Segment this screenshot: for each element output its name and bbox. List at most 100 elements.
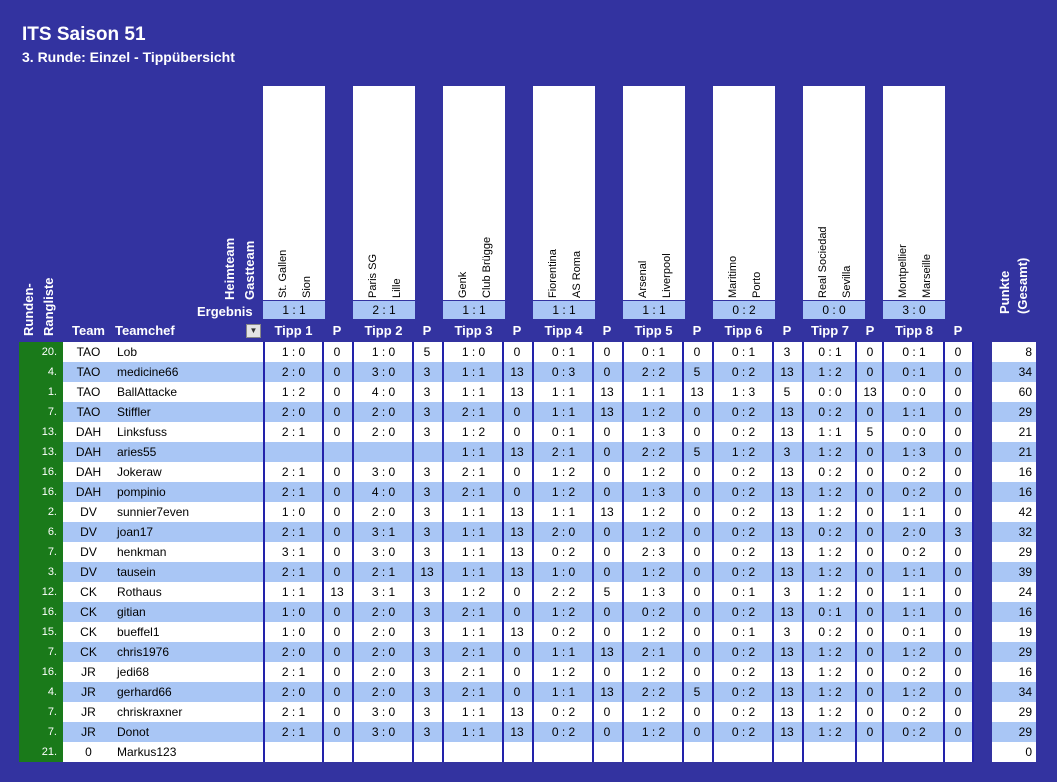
- total-cell-bg: [992, 442, 1036, 462]
- points-cell: 5: [693, 365, 701, 379]
- away-team-3: Club Brügge: [481, 236, 493, 298]
- tipp-cell: 1 : 1: [461, 385, 486, 399]
- points-cell: 0: [333, 385, 341, 399]
- points-cell: 5: [866, 425, 874, 439]
- points-cell: 0: [866, 565, 874, 579]
- points-cell: 0: [513, 685, 521, 699]
- points-cell: 13: [780, 545, 794, 559]
- tipp-cell: 1 : 3: [641, 485, 666, 499]
- tipp-cell: 0 : 2: [902, 705, 926, 719]
- rank-cell: 4.: [47, 366, 57, 378]
- tipp-cell: 1 : 1: [461, 725, 486, 739]
- points-cell: 0: [603, 345, 611, 359]
- points-cell: 13: [600, 685, 614, 699]
- teamchef-cell: joan17: [117, 525, 154, 539]
- column-divider: [263, 342, 265, 762]
- tipp-cell: 2 : 2: [551, 585, 576, 599]
- tipp-cell: [803, 742, 857, 762]
- points-cell: [414, 442, 440, 462]
- tipp-cell: 1 : 2: [641, 705, 666, 719]
- points-cell: 0: [513, 605, 521, 619]
- tipp-cell: 2 : 1: [461, 645, 486, 659]
- total-points-cell: 39: [1018, 565, 1032, 579]
- filter-dropdown-button[interactable]: ▼: [246, 324, 261, 338]
- tipp-cell: 2 : 0: [371, 685, 396, 699]
- points-cell: 0: [954, 405, 962, 419]
- table-row: [63, 402, 973, 422]
- tipp-cell: 1 : 2: [818, 705, 842, 719]
- points-cell: 13: [780, 725, 794, 739]
- points-cell: 0: [866, 505, 874, 519]
- tipp-cell: 2 : 0: [371, 505, 396, 519]
- points-cell: 3: [783, 625, 791, 639]
- tipp-cell: 3 : 0: [371, 705, 396, 719]
- tipp-cell: 2 : 0: [281, 645, 306, 659]
- points-cell: 3: [423, 545, 431, 559]
- total-points-cell: 24: [1018, 585, 1032, 599]
- teamchef-cell: Rothaus: [117, 585, 162, 599]
- tipp-cell: 0 : 2: [902, 485, 926, 499]
- tipp-cell: 3 : 0: [371, 365, 396, 379]
- total-points-cell: 16: [1018, 665, 1032, 679]
- tipp-cell: 1 : 2: [461, 585, 486, 599]
- table-row: [63, 502, 973, 522]
- points-cell: 0: [603, 485, 611, 499]
- points-cell: 3: [954, 525, 962, 539]
- points-cell: [594, 742, 620, 762]
- points-cell: 0: [693, 405, 701, 419]
- points-cell: 13: [510, 445, 524, 459]
- points-cell: 0: [954, 465, 962, 479]
- points-cell: 13: [780, 425, 794, 439]
- points-cell: 0: [866, 485, 874, 499]
- match-box-7: [803, 86, 865, 300]
- tipp-cell: 2 : 1: [281, 665, 306, 679]
- tipp-cell: 1 : 2: [818, 545, 842, 559]
- points-cell: 13: [780, 485, 794, 499]
- total-cell-bg: [992, 502, 1036, 522]
- points-cell: 0: [333, 665, 341, 679]
- tipp-cell: 4 : 0: [371, 485, 396, 499]
- tipp-cell: 0 : 2: [731, 505, 756, 519]
- tipp-cell: 1 : 0: [281, 625, 306, 639]
- points-cell: 0: [693, 665, 701, 679]
- points-cell: 13: [420, 565, 434, 579]
- tipp-cell: [263, 442, 324, 462]
- points-cell: 0: [693, 465, 701, 479]
- points-cell: 0: [333, 425, 341, 439]
- points-cell: 0: [333, 405, 341, 419]
- tipp-cell: 1 : 0: [281, 345, 306, 359]
- total-points-cell: 34: [1018, 365, 1032, 379]
- tipp-cell: 3 : 0: [371, 725, 396, 739]
- home-team-1: St. Gallen: [277, 249, 289, 298]
- points-cell: 0: [693, 485, 701, 499]
- tipp-cell: 1 : 1: [551, 505, 576, 519]
- teamchef-cell: Lob: [117, 345, 138, 359]
- table-row: [63, 742, 973, 762]
- tipp-cell: 1 : 2: [641, 525, 666, 539]
- points-cell: 5: [423, 345, 431, 359]
- gastteam-label: Gastteam: [242, 240, 257, 300]
- tipp-cell: 1 : 2: [731, 445, 756, 459]
- teamchef-cell: bueffel1: [117, 625, 160, 639]
- away-team-1: Sion: [301, 275, 313, 298]
- tipp-cell: 1 : 1: [551, 685, 576, 699]
- team-cell: CK: [80, 585, 97, 599]
- teamchef-cell: BallAttacke: [117, 385, 178, 399]
- tipp-cell: 1 : 2: [641, 665, 666, 679]
- tipp-cell: 2 : 2: [641, 445, 666, 459]
- tipp-cell: 0 : 2: [902, 465, 926, 479]
- points-cell: 0: [333, 545, 341, 559]
- points-cell: 13: [780, 605, 794, 619]
- table-row: [63, 342, 973, 362]
- points-cell: 0: [333, 345, 341, 359]
- column-divider: [322, 342, 324, 762]
- tipp-cell: 0 : 2: [818, 525, 842, 539]
- tipp-cell: 1 : 2: [818, 445, 842, 459]
- gesamt-label: (Gesamt): [1015, 257, 1030, 314]
- points-cell: 0: [954, 445, 962, 459]
- tipp-cell: 2 : 1: [281, 525, 306, 539]
- tipp-cell: 2 : 0: [371, 665, 396, 679]
- tipp-cell: 1 : 2: [641, 565, 666, 579]
- points-cell: 0: [693, 525, 701, 539]
- total-cell-bg: [992, 462, 1036, 482]
